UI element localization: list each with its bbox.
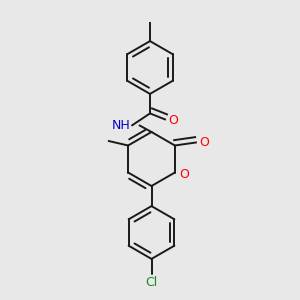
Text: Cl: Cl <box>146 276 158 289</box>
Text: O: O <box>180 168 190 182</box>
Text: O: O <box>169 114 178 128</box>
Text: NH: NH <box>112 119 130 133</box>
Text: O: O <box>200 136 209 149</box>
